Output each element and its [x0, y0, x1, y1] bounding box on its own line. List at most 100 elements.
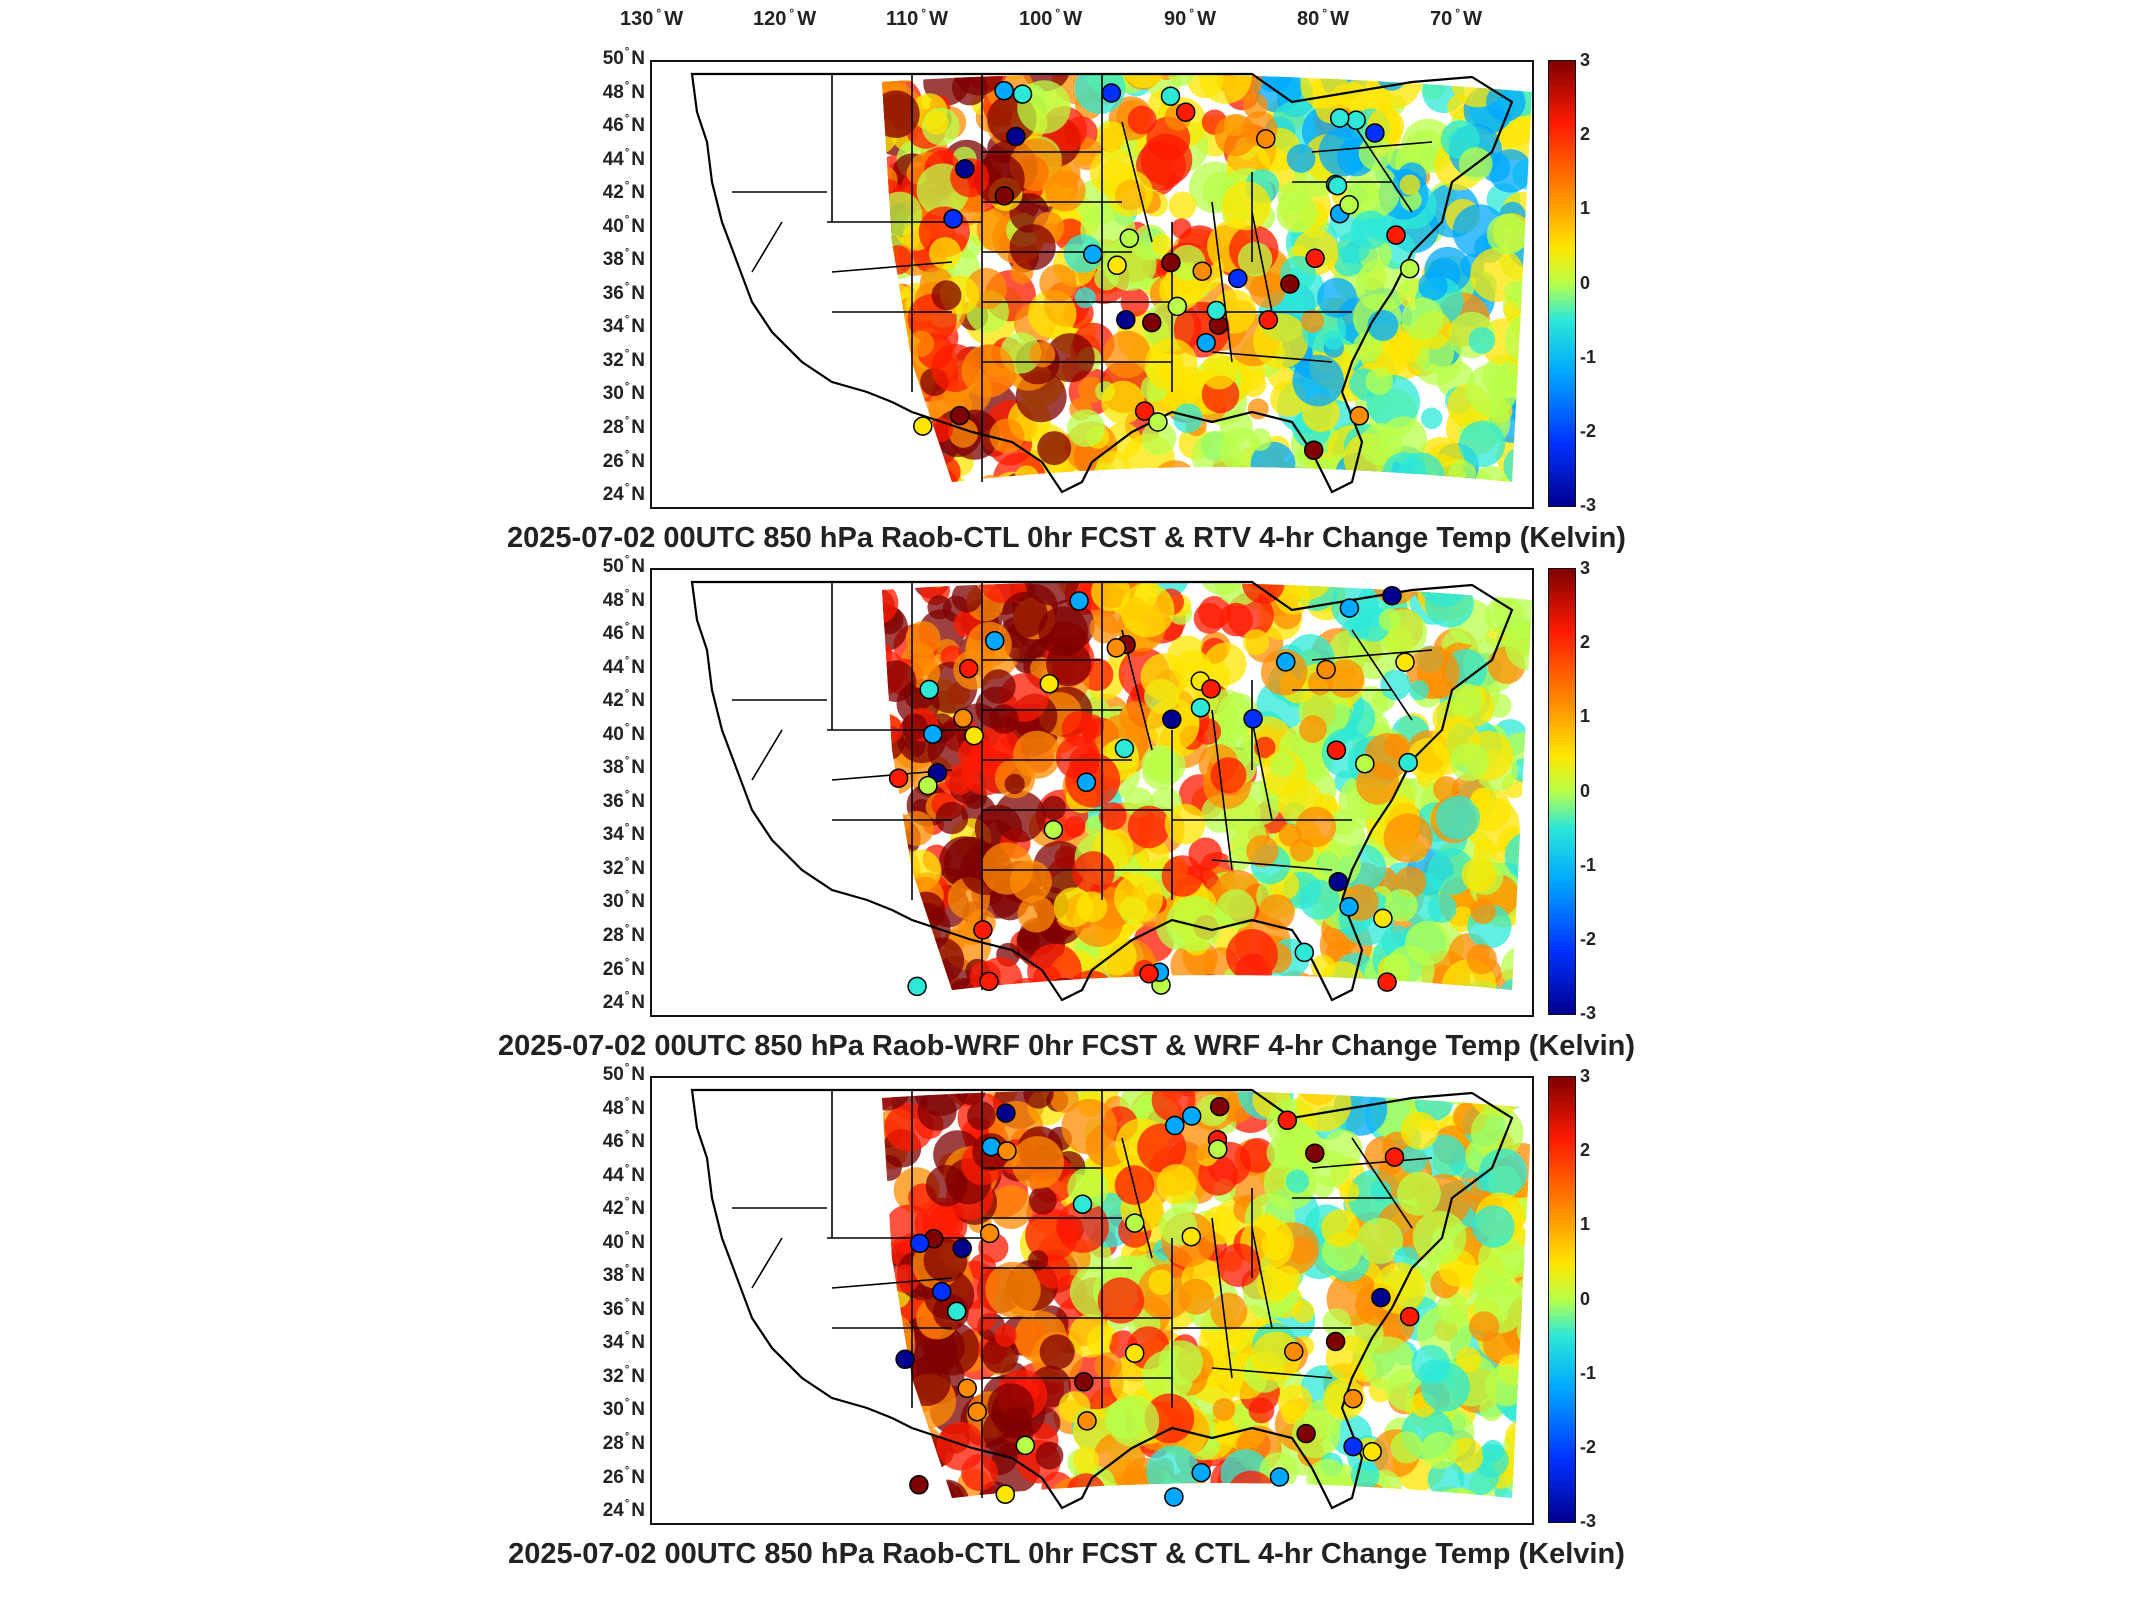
raob-station-marker [1012, 84, 1033, 104]
field-cell [960, 1503, 988, 1523]
field-cell [1399, 174, 1421, 196]
raob-station-marker [994, 186, 1015, 206]
field-cell [1089, 613, 1120, 644]
field-cell [1213, 1420, 1238, 1445]
field-cell [1140, 653, 1188, 701]
field-cell [1011, 1136, 1064, 1189]
lat-label: 42° N [602, 688, 645, 712]
raob-station-marker [1327, 175, 1348, 196]
raob-station-marker [1015, 1435, 1036, 1456]
field-cell [1028, 476, 1066, 482]
field-cell [882, 1264, 900, 1314]
field-cell [985, 1261, 1041, 1318]
field-cell [882, 1413, 896, 1449]
field-cell [1164, 803, 1206, 845]
lat-label: 24° N [602, 482, 645, 506]
lon-label: 70 ° W [1430, 6, 1482, 30]
field-cell [1322, 1308, 1351, 1337]
field-cell [1397, 1003, 1421, 1015]
field-cell [882, 350, 899, 389]
state-boundary [751, 1237, 783, 1289]
raob-station-marker [913, 416, 933, 436]
field-cell [882, 930, 904, 974]
state-boundary [1351, 629, 1413, 721]
field-cell [1270, 466, 1327, 482]
field-cell [1321, 1209, 1360, 1248]
raob-station-marker [1181, 1106, 1202, 1126]
field-cell [883, 478, 914, 482]
field-cell [1266, 1136, 1300, 1170]
raob-station-marker [1074, 1372, 1094, 1392]
raob-station-marker [995, 1484, 1016, 1504]
field-cell [1120, 583, 1175, 638]
field-cell [1291, 1300, 1315, 1323]
lon-label: 80 ° W [1297, 6, 1349, 30]
field-cell [1408, 680, 1429, 701]
field-cell [1133, 992, 1166, 1015]
raob-station-marker [1116, 310, 1136, 330]
lat-label: 30° N [602, 1397, 645, 1421]
raob-station-marker [1277, 1110, 1298, 1131]
field-cell [1397, 452, 1445, 482]
raob-station-marker [953, 708, 973, 729]
field-cell [989, 704, 1019, 734]
field-cell [1447, 1509, 1476, 1524]
state-boundary [831, 261, 953, 273]
field-cell [1288, 469, 1334, 482]
field-cell [1436, 989, 1470, 990]
field-cell [1500, 1090, 1527, 1101]
field-cell [1384, 889, 1418, 922]
raob-station-marker [1119, 228, 1140, 249]
field-cell [1422, 1090, 1469, 1102]
field-cell [1254, 736, 1276, 759]
field-cell [1300, 74, 1348, 109]
field-cell [1337, 231, 1370, 264]
field-cell [1021, 74, 1071, 92]
field-cell [994, 790, 1046, 843]
raob-station-marker [1175, 102, 1196, 122]
field-cell [883, 1446, 913, 1476]
field-cell [1039, 264, 1077, 302]
field-cell [1269, 751, 1295, 777]
field-cell [882, 236, 899, 282]
field-cell [882, 933, 904, 983]
temperature-field [882, 1090, 1532, 1524]
field-cell [1307, 1488, 1352, 1498]
field-cell [1101, 380, 1145, 425]
field-cell [1074, 476, 1119, 482]
field-cell [1270, 970, 1321, 990]
field-cell [1342, 1482, 1394, 1498]
field-cell [882, 1421, 893, 1460]
field-cell [1398, 985, 1438, 990]
field-cell [1460, 1496, 1500, 1498]
field-cell [1460, 489, 1490, 507]
field-cell [972, 995, 996, 1015]
raob-station-marker [1395, 652, 1415, 672]
field-cell [1130, 475, 1153, 482]
field-cell [1307, 582, 1334, 587]
raob-station-marker [1139, 963, 1159, 984]
field-cell [948, 74, 972, 75]
field-cell [1072, 851, 1115, 894]
lat-label: 50° N [602, 1062, 645, 1085]
field-cell [1428, 473, 1453, 482]
field-cell [1486, 213, 1528, 255]
field-cell [1039, 1334, 1075, 1370]
field-cell [925, 1164, 968, 1207]
coastline [690, 72, 1514, 494]
raob-station-marker [1276, 652, 1296, 672]
lat-label: 44° N [602, 654, 645, 678]
field-cell [882, 407, 905, 463]
field-cell [1004, 773, 1025, 795]
raob-station-marker [1399, 1306, 1420, 1327]
field-cell [1014, 465, 1039, 482]
lat-label: 34° N [602, 1330, 645, 1354]
colorbar [1548, 568, 1576, 1015]
field-cell [1195, 974, 1225, 990]
colorbar-tick-label: 1 [1580, 1214, 1591, 1235]
raob-station-marker [1326, 740, 1347, 760]
field-cell [1193, 602, 1225, 634]
field-cell [1347, 617, 1370, 640]
field-cell [1361, 1336, 1415, 1391]
field-cell [882, 463, 903, 482]
